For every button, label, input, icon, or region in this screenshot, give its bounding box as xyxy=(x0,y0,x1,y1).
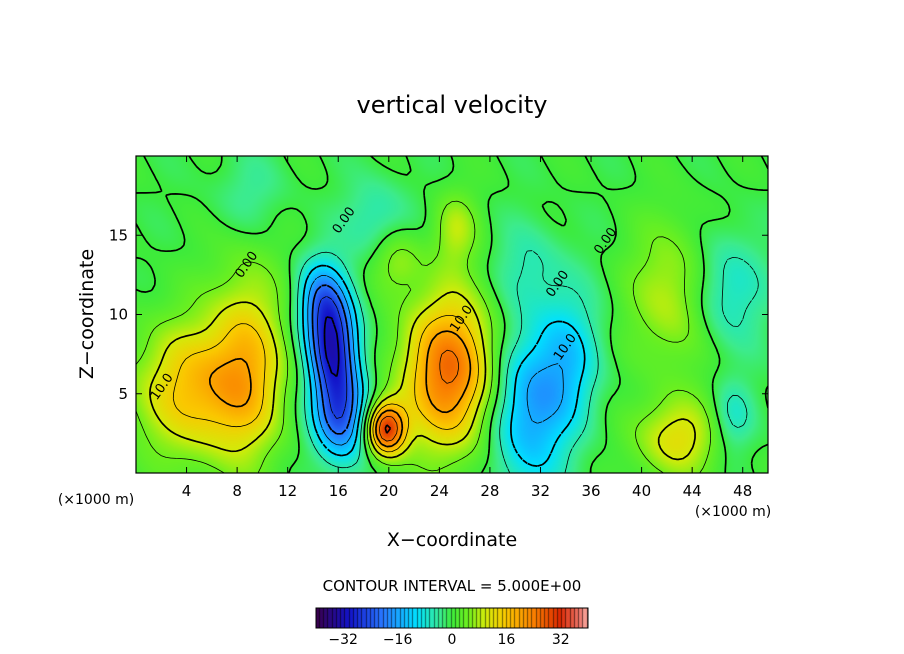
x-tick-label: 36 xyxy=(581,482,600,500)
x-tick-label: 16 xyxy=(329,482,348,500)
x-unit-left: (×1000 m) xyxy=(58,492,134,508)
chart-title: vertical velocity xyxy=(357,91,548,119)
x-tick-label: 4 xyxy=(182,482,192,500)
y-axis: 5 10 15 xyxy=(109,226,768,403)
x-tick-label: 32 xyxy=(531,482,550,500)
contour-level-neg5 xyxy=(297,250,759,473)
contour-level-5 xyxy=(136,200,711,473)
contour-level-neg10 xyxy=(302,264,586,467)
y-tick-label: 5 xyxy=(118,385,128,403)
heatmap-field xyxy=(136,156,768,473)
contour-level-neg30 xyxy=(323,316,340,378)
contour-level-15 xyxy=(172,315,479,453)
contour-level-0 xyxy=(136,156,768,473)
colorbar-frame xyxy=(315,607,589,629)
x-tick-label: 12 xyxy=(278,482,297,500)
contour-level-neg15 xyxy=(307,275,564,446)
contour-level-20 xyxy=(208,330,472,448)
x-axis-label: X−coordinate xyxy=(387,529,517,551)
x-tick-label: 20 xyxy=(379,482,398,500)
x-tick-label: 24 xyxy=(430,482,449,500)
x-tick-label: 8 xyxy=(232,482,242,500)
contour-level-25 xyxy=(379,349,459,442)
y-tick-label: 15 xyxy=(109,226,128,244)
contour-lines xyxy=(136,156,768,473)
x-tick-label: 44 xyxy=(683,482,702,500)
y-tick-label: 10 xyxy=(109,306,128,324)
colorbar xyxy=(316,608,588,628)
x-unit-right: (×1000 m) xyxy=(695,504,771,520)
colorbar-ticks: −32 −16 0 16 32 xyxy=(328,632,569,648)
colorbar-tick-label: 0 xyxy=(448,632,457,648)
contour-level-10 xyxy=(149,291,696,461)
contour-level-neg25 xyxy=(317,295,348,419)
x-tick-label: 48 xyxy=(733,482,752,500)
y-axis-label: Z−coordinate xyxy=(76,249,98,379)
colorbar-tick-label: −16 xyxy=(383,632,413,648)
contour-interval-text: CONTOUR INTERVAL = 5.000E+00 xyxy=(323,577,582,595)
x-tick-label: 40 xyxy=(632,482,651,500)
colorbar-tick-label: −32 xyxy=(328,632,358,648)
contour-level-30 xyxy=(384,424,392,434)
colorbar-tick-label: 16 xyxy=(497,632,515,648)
contour-level-neg20 xyxy=(311,284,354,435)
colorbar-tick-label: 32 xyxy=(552,632,570,648)
x-tick-label: 28 xyxy=(480,482,499,500)
x-axis: 4 8 12 16 20 24 28 32 36 40 44 48 xyxy=(182,156,752,500)
